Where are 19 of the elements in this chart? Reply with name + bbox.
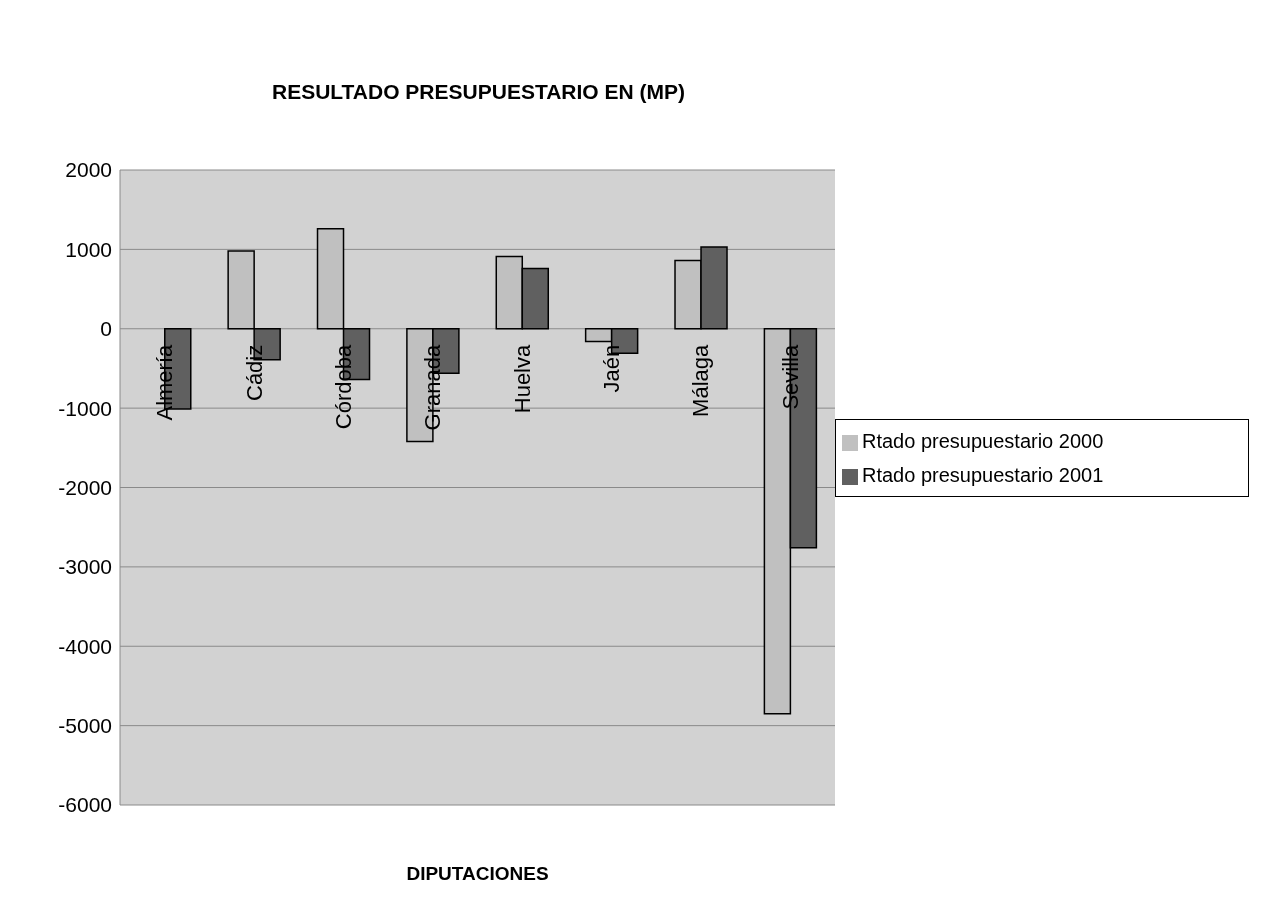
- y-tick-label: -2000: [58, 475, 112, 499]
- y-tick-label: -5000: [58, 714, 112, 738]
- chart-title: RESULTADO PRESUPUESTARIO EN (MP): [271, 80, 686, 104]
- x-tick-label: Granada: [420, 344, 446, 431]
- y-tick-label: 1000: [65, 237, 112, 261]
- x-tick-label: Cádiz: [241, 344, 267, 401]
- x-axis-title: DIPUTACIONES: [406, 863, 549, 884]
- x-tick-label: Huelva: [509, 343, 535, 414]
- y-tick-label: -6000: [58, 793, 112, 817]
- x-tick-label: Córdoba: [330, 343, 356, 430]
- legend-label: Rtado presupuestario 2000: [862, 430, 1104, 452]
- x-tick-label: Málaga: [688, 343, 714, 417]
- y-tick-label: -3000: [58, 555, 112, 579]
- y-tick-label: -4000: [58, 634, 112, 658]
- y-tick-label: -1000: [58, 396, 112, 420]
- y-tick-label: 0: [100, 317, 112, 341]
- x-tick-label: Jaén: [599, 344, 625, 393]
- legend-label: Rtado presupuestario 2001: [862, 464, 1104, 486]
- y-tick-label: 2000: [65, 158, 112, 182]
